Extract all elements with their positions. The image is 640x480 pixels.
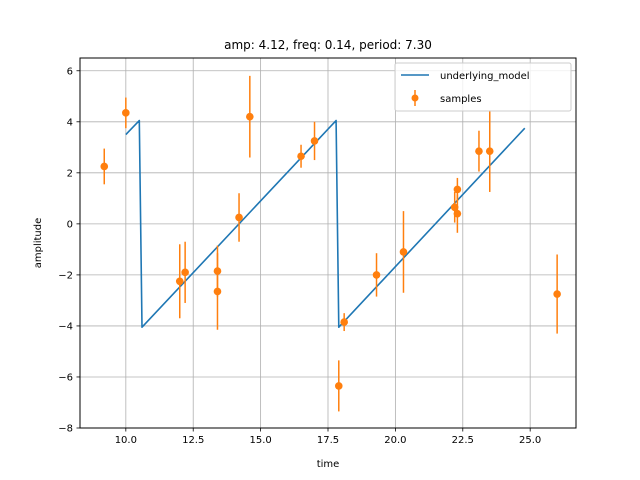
legend-label-samples: samples [440, 94, 482, 105]
x-tick-label: 20.0 [384, 435, 406, 446]
x-tick-label: 15.0 [249, 435, 271, 446]
sample-point [246, 112, 254, 121]
sample-point [297, 152, 305, 161]
sample-point [310, 137, 319, 145]
sample-point [553, 290, 561, 298]
sample-point [213, 287, 222, 296]
x-tick-label: 12.5 [182, 435, 204, 446]
sample-point [122, 109, 130, 117]
legend-label-model: underlying_model [440, 71, 530, 82]
sample-point [334, 382, 343, 390]
sample-point [453, 209, 462, 218]
y-tick-label: −6 [58, 372, 73, 383]
legend-box [394, 62, 572, 112]
sample-point [475, 147, 483, 155]
legend: underlying_model samples [394, 62, 572, 112]
y-tick-label: 6 [67, 66, 73, 77]
sample-point [372, 271, 381, 279]
y-tick-label: −2 [58, 270, 73, 281]
chart-title: amp: 4.12, freq: 0.14, period: 7.30 [224, 38, 432, 52]
x-tick-label: 22.5 [452, 435, 474, 446]
sample-point [485, 147, 494, 155]
sample-point [100, 162, 109, 171]
y-tick-label: −8 [58, 424, 73, 435]
sample-point [453, 185, 462, 194]
sample-point [340, 318, 348, 326]
y-tick-label: −4 [58, 321, 73, 332]
x-tick-label: 17.5 [317, 435, 339, 446]
x-tick-label: 25.0 [519, 435, 541, 446]
plot-area [100, 75, 561, 412]
y-tick-label: 0 [67, 219, 73, 230]
sample-point [175, 277, 184, 286]
y-axis-label: amplitude [33, 218, 44, 269]
sample-point [235, 213, 243, 222]
sample-point [181, 268, 189, 277]
x-tick-label: 10.0 [115, 435, 137, 446]
sample-point [399, 248, 408, 256]
x-axis-label: time [317, 459, 340, 470]
y-tick-label: 4 [67, 117, 73, 128]
y-tick-label: 2 [67, 168, 73, 179]
axis-ticks: 10.0 12.5 15.0 17.5 20.0 22.5 25.0 −8 −6 −4 −2 0 2 4 6 [58, 66, 541, 446]
legend-marker-swatch [411, 94, 419, 102]
sample-point [450, 203, 459, 212]
